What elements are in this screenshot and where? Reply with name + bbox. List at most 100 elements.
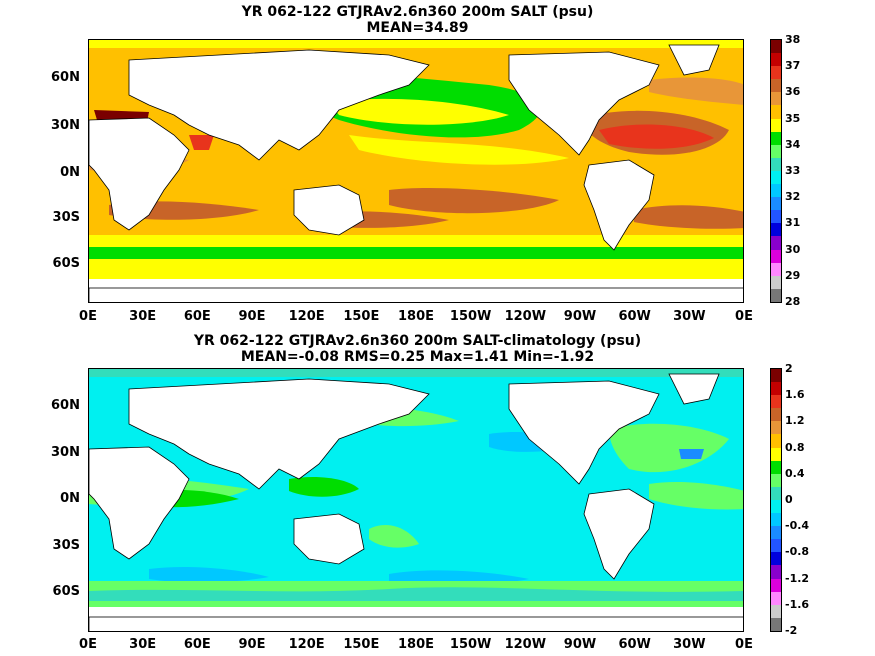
- lon-label: 0E: [79, 637, 97, 652]
- colorbar-swatch: [771, 105, 781, 119]
- salinity-map: [89, 40, 743, 302]
- colorbar-label: 0: [785, 493, 793, 506]
- colorbar-label: 2: [785, 362, 793, 375]
- colorbar-label: 34: [785, 137, 801, 151]
- lon-label: 120E: [288, 637, 325, 652]
- colorbar-swatch: [771, 131, 781, 145]
- lon-label: 90E: [238, 309, 266, 324]
- map-subtitle-1: MEAN=34.89: [366, 20, 469, 36]
- map-title-1: YR 062-122 GTJRAv2.6n360 200m SALT (psu): [241, 4, 594, 20]
- colorbar-swatch: [771, 236, 781, 250]
- salinity-map-panel: [88, 39, 744, 303]
- colorbar-swatch: [771, 460, 781, 474]
- colorbar-swatch: [771, 197, 781, 211]
- colorbar-swatch: [771, 526, 781, 540]
- colorbar-swatch: [771, 539, 781, 553]
- colorbar-swatch: [771, 249, 781, 263]
- lon-label: 60E: [183, 309, 211, 324]
- colorbar-label: 29: [785, 268, 801, 282]
- salinity-anomaly-map-panel: [88, 368, 744, 632]
- colorbar-label: 38: [785, 33, 801, 46]
- colorbar-swatch: [771, 591, 781, 605]
- lon-label: 150E: [343, 637, 380, 652]
- colorbar-swatch: [771, 382, 781, 396]
- colorbar-label: 0.8: [785, 440, 805, 454]
- lon-label: 0E: [735, 637, 753, 652]
- colorbar-swatch: [771, 578, 781, 592]
- colorbar-swatch: [771, 210, 781, 224]
- colorbar-label: 36: [785, 85, 801, 99]
- colorbar-swatch: [771, 157, 781, 171]
- colorbar-swatch: [771, 447, 781, 461]
- colorbar-label: 30: [785, 242, 801, 256]
- colorbar-swatch: [771, 262, 781, 276]
- colorbar-label: 32: [785, 190, 801, 204]
- lat-label-60N-2: 60N: [51, 398, 80, 413]
- colorbar-swatch: [771, 604, 781, 618]
- lon-label: 30E: [129, 309, 157, 324]
- lat-label-30S-1: 30S: [52, 210, 80, 225]
- colorbar-swatch: [771, 421, 781, 435]
- lon-label: 60W: [618, 309, 651, 324]
- lon-label: 180E: [397, 309, 435, 324]
- colorbar-swatch: [771, 486, 781, 500]
- colorbar-swatch: [771, 513, 781, 527]
- colorbar-swatch: [771, 408, 781, 422]
- lon-label: 30W: [673, 309, 706, 324]
- colorbar-swatch: [771, 53, 781, 67]
- colorbar-swatch: [771, 473, 781, 487]
- lon-label: 90W: [563, 637, 597, 652]
- colorbar-label: -0.8: [785, 545, 810, 559]
- lat-label-60N-1: 60N: [51, 70, 80, 85]
- colorbar-swatch: [771, 79, 781, 93]
- lon-label: 90W: [563, 309, 597, 324]
- lon-label: 90E: [238, 637, 266, 652]
- colorbar-swatch: [771, 499, 781, 514]
- colorbar-label: 1.6: [785, 388, 805, 402]
- lat-label-60S-1: 60S: [52, 256, 80, 271]
- colorbar-swatch: [771, 395, 781, 409]
- lon-label: 30E: [129, 637, 157, 652]
- colorbar-swatch: [771, 565, 781, 579]
- salinity-anomaly-map: [89, 369, 743, 631]
- colorbar-swatch: [771, 170, 781, 185]
- colorbar-swatch: [771, 118, 781, 132]
- colorbar-swatch: [771, 288, 781, 302]
- lon-label: 0E: [735, 309, 753, 324]
- lon-label: 30W: [673, 637, 706, 652]
- lon-label: 60E: [183, 637, 211, 652]
- colorbar-swatch: [771, 552, 781, 566]
- colorbar-label: -2: [785, 624, 798, 637]
- colorbar-swatch: [771, 369, 781, 383]
- lon-label: 120W: [504, 309, 547, 324]
- colorbar-swatch: [771, 144, 781, 158]
- lon-label: 180E: [397, 637, 435, 652]
- colorbar-swatch: [771, 617, 781, 631]
- colorbar-swatch: [771, 223, 781, 237]
- colorbar-swatch: [771, 40, 781, 54]
- lon-label: 150W: [449, 637, 492, 652]
- lon-label: 60W: [618, 637, 651, 652]
- map-title-2: YR 062-122 GTJRAv2.6n360 200m SALT-clima…: [193, 333, 642, 349]
- colorbar-swatch: [771, 184, 781, 198]
- lon-label: 150E: [343, 309, 380, 324]
- lon-label: 120W: [504, 637, 547, 652]
- colorbar-swatch: [771, 434, 781, 448]
- lat-label-60S-2: 60S: [52, 584, 80, 599]
- colorbar-label: 1.2: [785, 414, 805, 428]
- colorbar-label: 0.4: [785, 466, 805, 480]
- colorbar-label: 33: [785, 164, 801, 177]
- colorbar-swatch: [771, 275, 781, 289]
- colorbar-label: -0.4: [785, 519, 810, 533]
- colorbar-label: 31: [785, 216, 801, 230]
- lon-label: 150W: [449, 309, 492, 324]
- lon-label: 0E: [79, 309, 97, 324]
- lat-label-30S-2: 30S: [52, 538, 80, 553]
- map-subtitle-2: MEAN=-0.08 RMS=0.25 Max=1.41 Min=-1.92: [240, 349, 595, 365]
- colorbar-label: 37: [785, 59, 801, 73]
- colorbar-swatch: [771, 92, 781, 106]
- colorbar-label: 28: [785, 295, 801, 308]
- colorbar-label: -1.2: [785, 571, 810, 585]
- colorbar-1: [770, 39, 782, 303]
- lat-label-0N-2: 0N: [60, 491, 80, 506]
